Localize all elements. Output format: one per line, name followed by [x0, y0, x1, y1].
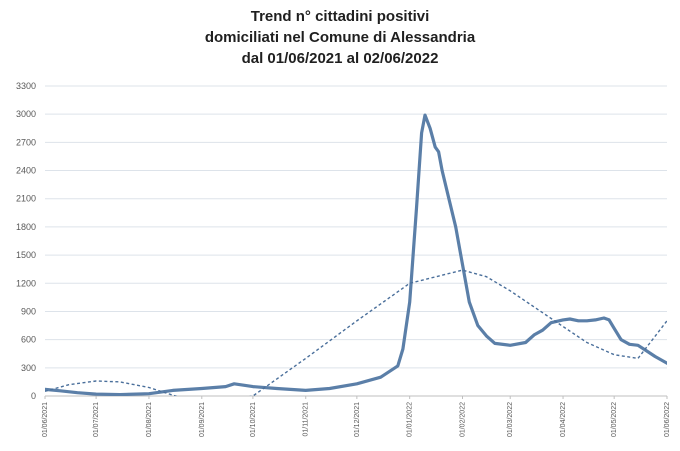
y-tick-label: 3000 [16, 109, 36, 119]
x-tick-label: 01/02/2022 [460, 402, 467, 437]
x-tick-label: 01/04/2022 [560, 402, 567, 437]
x-tick-label: 01/12/2021 [354, 402, 361, 437]
y-tick-label: 2700 [16, 137, 36, 147]
y-tick-label: 3300 [16, 81, 36, 91]
chart-title-line-1: Trend n° cittadini positivi [250, 8, 430, 25]
y-tick-label: 0 [31, 391, 36, 401]
x-tick-label: 01/01/2022 [407, 402, 414, 437]
x-tick-label: 01/07/2021 [93, 402, 100, 437]
y-tick-label: 1200 [16, 278, 36, 288]
x-tick-label: 01/06/2022 [664, 402, 671, 437]
y-tick-label: 300 [21, 363, 36, 373]
y-tick-label: 1500 [16, 250, 36, 260]
y-tick-label: 2400 [16, 166, 36, 176]
y-tick-label: 600 [21, 335, 36, 345]
y-tick-label: 1800 [16, 222, 36, 232]
chart-title-line-3: dal 01/06/2021 al 02/06/2022 [241, 50, 439, 67]
x-tick-label: 01/09/2021 [199, 402, 206, 437]
positives-series-line [45, 113, 667, 396]
x-tick-label: 01/10/2021 [250, 402, 257, 437]
trendline-series [45, 269, 667, 396]
x-tick-label: 01/08/2021 [146, 402, 153, 437]
y-tick-label: 2100 [16, 194, 36, 204]
x-tick-label: 01/11/2021 [303, 402, 310, 437]
x-tick-label: 01/06/2021 [42, 402, 49, 437]
x-tick-label: 01/03/2022 [507, 402, 514, 437]
x-tick-label: 01/05/2022 [611, 402, 618, 437]
chart-title-line-2: domiciliati nel Comune di Alessandria [204, 29, 476, 46]
y-tick-label: 900 [21, 306, 36, 316]
